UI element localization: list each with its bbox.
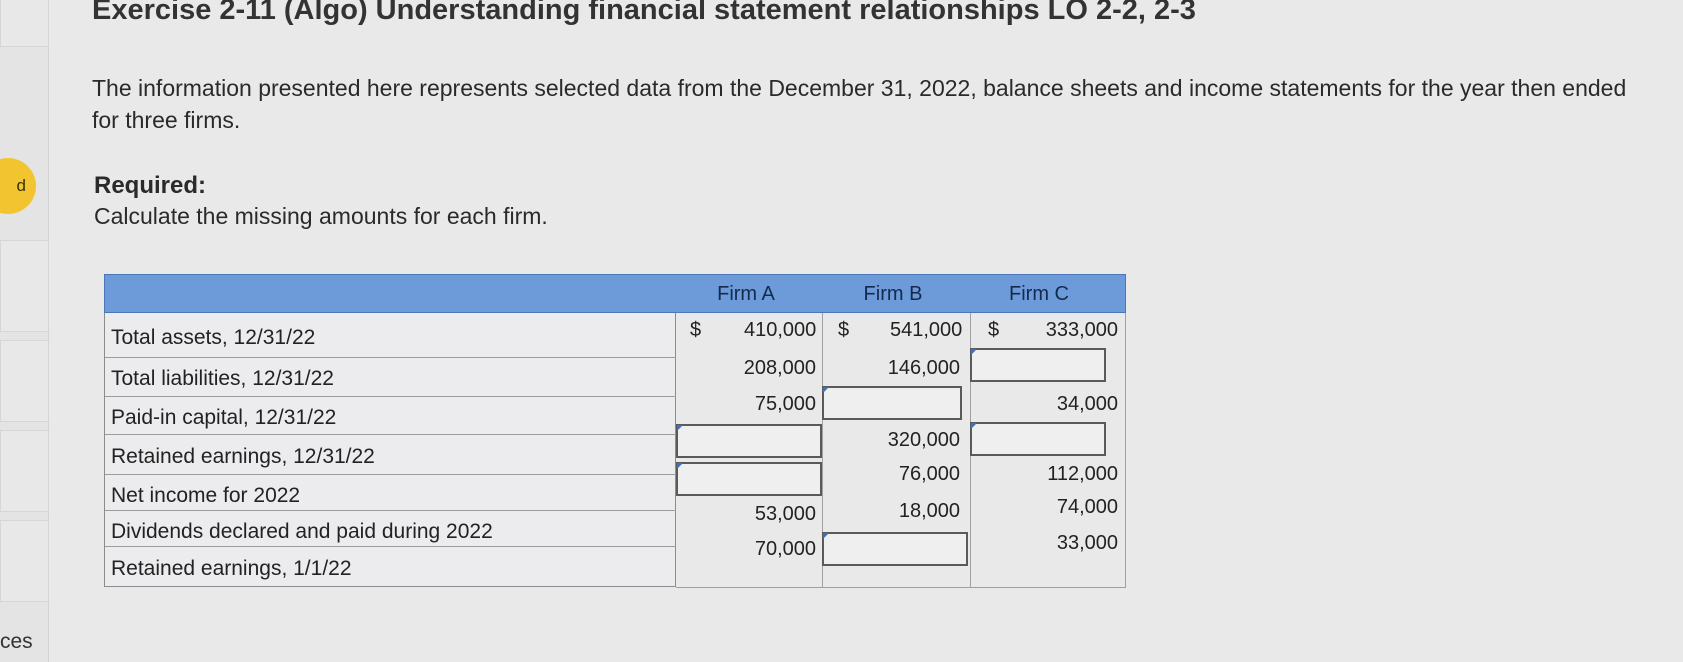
- input-firm-c-retained-earnings-end[interactable]: [970, 422, 1106, 456]
- input-indicator-icon: [677, 425, 683, 431]
- required-label: Required:: [94, 172, 207, 199]
- cell-firm-a-total-assets: 410,000: [744, 319, 817, 341]
- row-label-total-liabilities: Total liabilities, 12/31/22: [105, 358, 676, 397]
- cell-firm-a-dividends: 53,000: [754, 503, 816, 525]
- input-indicator-icon: [677, 463, 683, 469]
- cell-firm-a-paid-in-capital: 75,000: [754, 393, 816, 415]
- table-bottom-border: [676, 587, 1126, 588]
- cell-firm-b-net-income: 76,000: [898, 463, 960, 485]
- row-label-retained-earnings-begin: Retained earnings, 1/1/22: [111, 557, 352, 580]
- input-firm-c-total-liabilities[interactable]: [970, 348, 1106, 382]
- cell-firm-a-retained-earnings-begin: 70,000: [754, 538, 816, 560]
- input-indicator-icon: [971, 423, 977, 429]
- cell-firm-b-total-liabilities: 146,000: [887, 357, 960, 379]
- sidebar-panel: [0, 0, 49, 47]
- cell-firm-c-retained-earnings-begin: 33,000: [1056, 532, 1118, 554]
- input-indicator-icon: [823, 533, 829, 539]
- cell-firm-c-total-assets: 333,000: [1045, 319, 1118, 341]
- required-instructions: Calculate the missing amounts for each f…: [94, 203, 548, 229]
- currency-symbol: $: [838, 319, 850, 341]
- cell-firm-b-retained-earnings-end: 320,000: [887, 429, 960, 451]
- sidebar-status-badge[interactable]: d: [0, 158, 36, 214]
- sidebar-panel: [0, 340, 49, 422]
- currency-symbol: $: [690, 319, 702, 341]
- sidebar-panel: [0, 240, 49, 332]
- exercise-title: Exercise 2-11 (Algo) Understanding finan…: [92, 0, 1196, 26]
- column-divider: [1125, 313, 1126, 587]
- input-firm-b-retained-earnings-begin[interactable]: [822, 532, 968, 566]
- cell-firm-c-net-income: 112,000: [1047, 463, 1118, 485]
- currency-symbol: $: [988, 319, 1000, 341]
- sidebar-panel: [0, 430, 49, 512]
- cell-firm-b-dividends: 18,000: [898, 500, 960, 522]
- input-firm-a-net-income[interactable]: [676, 462, 822, 496]
- row-label-retained-earnings-end: Retained earnings, 12/31/22: [105, 435, 676, 475]
- row-label-total-assets: Total assets, 12/31/22: [105, 313, 676, 358]
- input-indicator-icon: [971, 349, 977, 355]
- cell-firm-c-dividends: 74,000: [1056, 496, 1118, 518]
- intro-text: The information presented here represent…: [92, 75, 1627, 133]
- sidebar: d ces: [0, 0, 49, 662]
- row-label-net-income: Net income for 2022: [105, 475, 676, 511]
- input-firm-b-paid-in-capital[interactable]: [822, 386, 962, 420]
- cell-firm-a-total-liabilities: 208,000: [743, 357, 816, 379]
- column-header-firm-c: Firm C: [1009, 283, 1069, 305]
- input-indicator-icon: [823, 387, 829, 393]
- firm-data-table: Firm A Firm B Firm C Total assets, 12/31…: [104, 274, 1126, 588]
- row-label-paid-in-capital: Paid-in capital, 12/31/22: [105, 397, 676, 435]
- sidebar-label[interactable]: ces: [0, 630, 33, 653]
- column-header-firm-b: Firm B: [863, 283, 923, 305]
- sidebar-panel: [0, 520, 49, 602]
- input-firm-a-retained-earnings-end[interactable]: [676, 424, 822, 458]
- table-header: Firm A Firm B Firm C: [104, 274, 1126, 313]
- row-labels: Total assets, 12/31/22 Total liabilities…: [104, 313, 676, 587]
- column-header-firm-a: Firm A: [717, 283, 775, 305]
- row-label-dividends: Dividends declared and paid during 2022: [105, 511, 676, 547]
- cell-firm-b-total-assets: 541,000: [890, 319, 963, 341]
- column-divider: [822, 313, 823, 587]
- cell-firm-c-paid-in-capital: 34,000: [1056, 393, 1118, 415]
